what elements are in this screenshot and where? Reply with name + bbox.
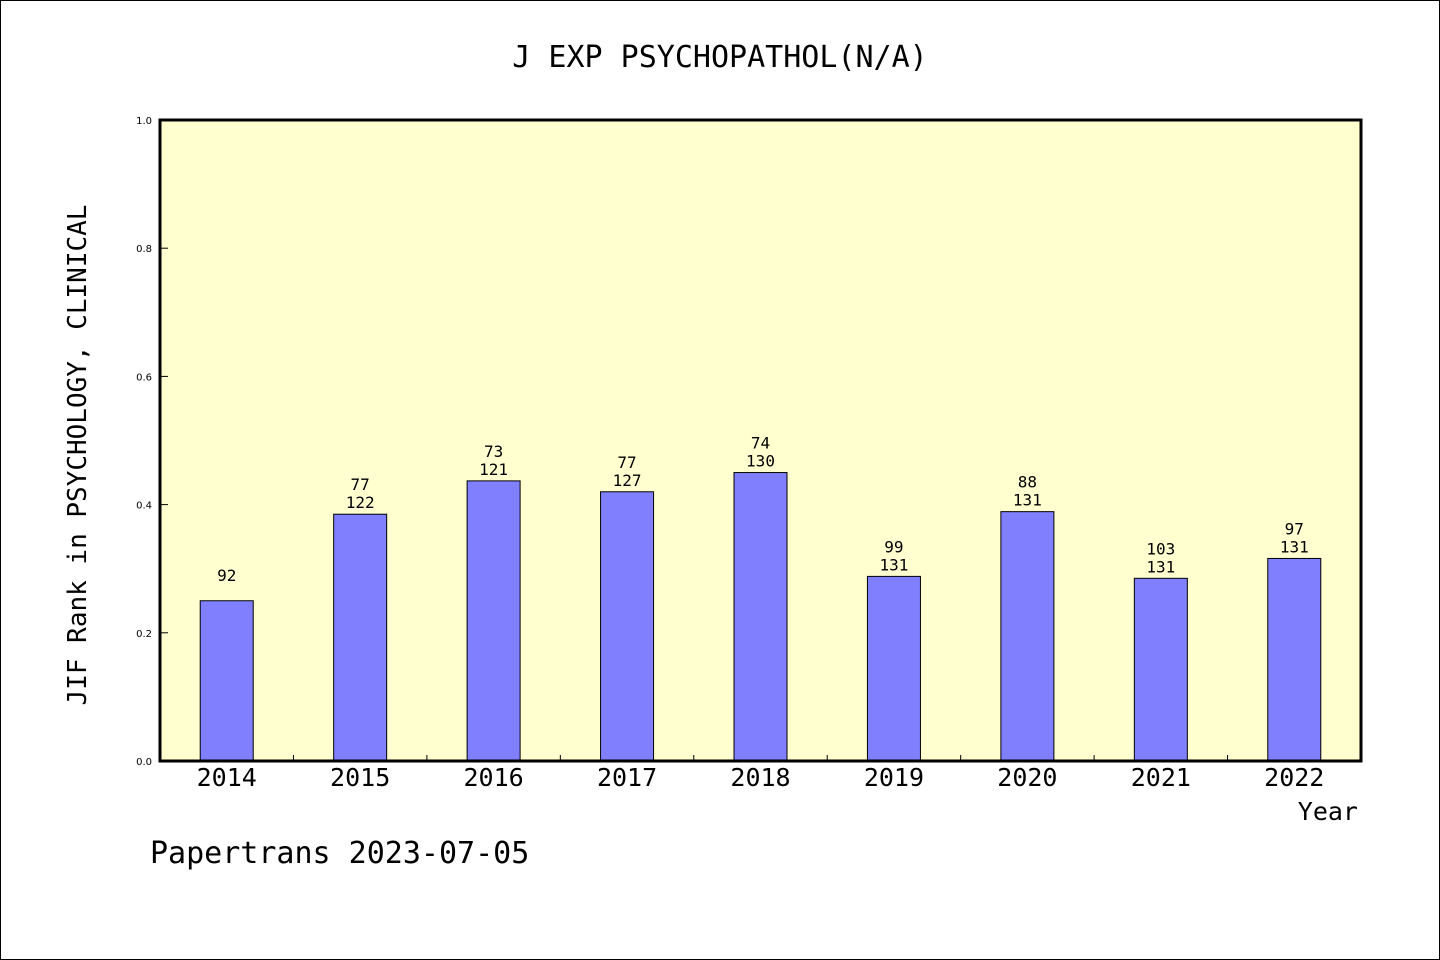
data-label-total: 130: [746, 452, 775, 471]
data-label-rank: 97: [1285, 519, 1304, 538]
footer-credit: Papertrans 2023-07-05: [150, 836, 529, 871]
y-tick-label: 0.6: [136, 372, 152, 383]
bar-2017: [600, 491, 655, 762]
x-tick-label: 2022: [1264, 763, 1324, 792]
y-tick-label: 1.0: [136, 116, 152, 127]
bar-2019: [866, 575, 921, 762]
plot-border: [158, 118, 1363, 763]
data-label-rank: 77: [617, 453, 636, 472]
x-tick-label: 2020: [997, 763, 1057, 792]
data-label-rank: 74: [751, 434, 770, 453]
data-label-rank: 77: [351, 475, 370, 494]
data-label-rank: 92: [217, 566, 236, 585]
data-label-total: 127: [613, 471, 642, 490]
data-label-total: 131: [879, 555, 908, 574]
x-tick-label: 2015: [330, 763, 390, 792]
bar-2018: [733, 472, 788, 762]
chart-title: J EXP PSYCHOPATHOL(N/A): [512, 40, 927, 75]
bar-2021: [1133, 577, 1188, 762]
data-label-total: 131: [1280, 537, 1309, 556]
data-label-total: 121: [479, 460, 508, 479]
y-tick-label: 0.0: [136, 757, 152, 768]
x-tick-label: 2014: [197, 763, 257, 792]
x-tick-label: 2021: [1131, 763, 1191, 792]
data-label-total: 131: [1013, 491, 1042, 510]
data-label-rank: 99: [884, 537, 903, 556]
bar-2020: [1000, 511, 1055, 762]
y-tick-label: 0.4: [136, 501, 152, 512]
x-ticks-group: 2014 2015 2016 2017 2018 2019 2020 2021 2022: [197, 755, 1324, 792]
bar-2014: [199, 600, 254, 762]
x-tick-label: 2018: [730, 763, 790, 792]
data-label-rank: 73: [484, 442, 503, 461]
bar-2015: [333, 513, 388, 762]
x-tick-label: 2017: [597, 763, 657, 792]
data-label-total: 122: [346, 493, 375, 512]
y-ticks-group: 0.0 0.2 0.4 0.6 0.8 1.0: [136, 116, 168, 768]
data-label-rank: 88: [1018, 473, 1037, 492]
x-tick-label: 2019: [864, 763, 924, 792]
data-label-rank: 103: [1146, 539, 1175, 558]
data-label-total: 131: [1146, 557, 1175, 576]
y-tick-label: 0.2: [136, 629, 152, 640]
y-axis-label: JIF Rank in PSYCHOLOGY, CLINICAL: [63, 205, 93, 706]
bars-group: [199, 472, 1322, 762]
y-tick-label: 0.8: [136, 244, 152, 255]
bar-2022: [1267, 557, 1322, 762]
x-axis-label: Year: [1298, 797, 1358, 826]
bar-2016: [466, 480, 521, 762]
x-tick-label: 2016: [464, 763, 524, 792]
